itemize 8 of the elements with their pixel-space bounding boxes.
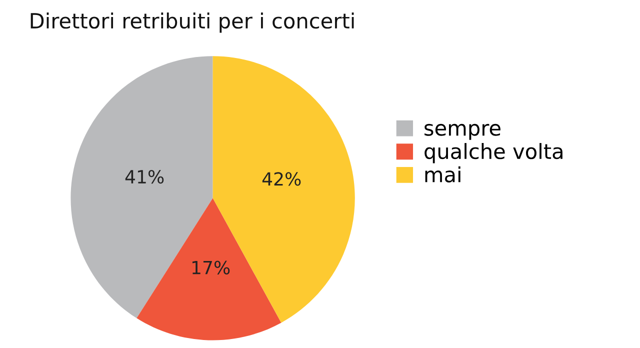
legend-label: qualche volta xyxy=(424,143,562,164)
data-label: 41% xyxy=(125,170,164,184)
data-label: 42% xyxy=(262,172,301,186)
legend-label: mai xyxy=(425,166,460,182)
chart-title: Direttori retribuiti per i concerti xyxy=(30,12,354,33)
data-label: 17% xyxy=(192,260,230,274)
legend-label: sempre xyxy=(424,124,500,140)
pie-slice xyxy=(136,198,282,340)
